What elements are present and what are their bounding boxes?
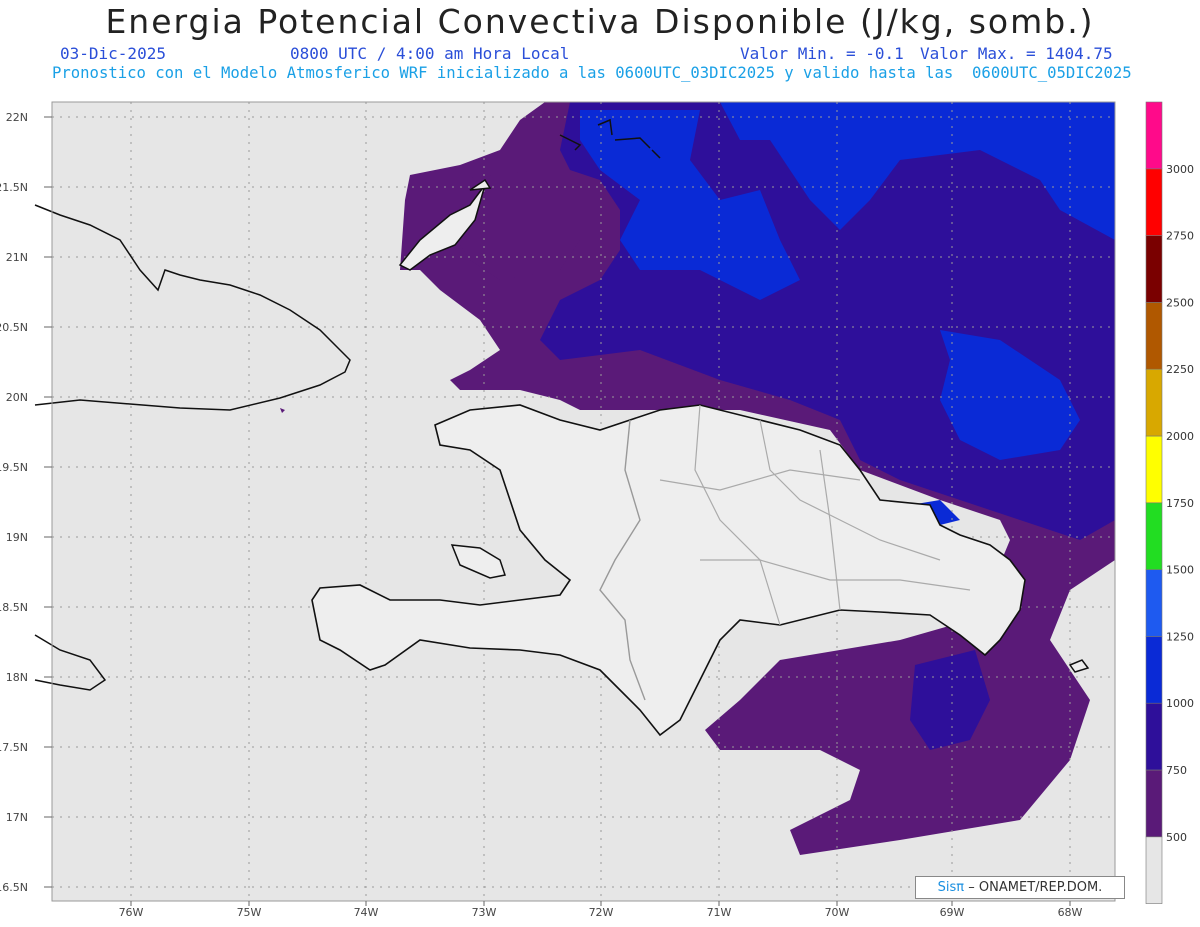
forecast-time: 0800 UTC / 4:00 am Hora Local [290,44,570,63]
colorbar-segment [1145,435,1163,504]
max-value: Valor Max. = 1404.75 [920,44,1113,63]
colorbar-label: 1250 [1166,630,1194,643]
colorbar-label: 1500 [1166,564,1194,577]
colorbar-segment [1145,636,1163,704]
colorbar-segment [1145,302,1163,370]
great-inagua-island [398,184,486,271]
lon-tick-label: 73W [472,906,497,919]
lon-tick-label: 76W [119,906,144,919]
colorbar-segment [1145,502,1163,570]
credit-text: – ONAMET/REP.DOM. [968,880,1103,895]
lon-tick-label: 70W [825,906,850,919]
lat-tick-label: 17.5N [0,741,28,754]
colorbar-label: 500 [1166,831,1187,844]
little-inagua-island [469,178,492,191]
province-border [659,469,861,491]
colorbar-label: 2750 [1166,230,1194,243]
lat-tick-label: 18N [6,671,28,684]
lon-tick-label: 72W [589,906,614,919]
colorbar-segment [1145,769,1163,838]
lat-tick-label: 17N [6,811,28,824]
cape-1000-1250-region-ne [720,102,1115,240]
cape-750-1000-south [910,650,990,750]
colorbar-label: 750 [1166,764,1187,777]
lat-tick-label: 20N [6,391,28,404]
province-border [759,419,941,561]
colorbar-segment [1145,836,1163,904]
lon-tick-label: 68W [1058,906,1083,919]
colorbar-segment [1145,235,1163,303]
colorbar-label: 2000 [1166,430,1194,443]
lat-tick-label: 20.5N [0,321,28,334]
colorbar-segment [1145,702,1163,771]
colorbar-label: 2500 [1166,296,1194,309]
lat-tick-label: 21.5N [0,181,28,194]
subtitle: Pronostico con el Modelo Atmosferico WRF… [52,64,1132,82]
haiti-dr-border [599,419,646,701]
province-border [700,559,971,591]
turks-caicos-islands [559,118,661,159]
hispaniola-coast [311,404,1026,737]
mona-island [1068,659,1090,673]
colorbar-label: 2250 [1166,363,1194,376]
lat-tick-label: 21N [6,251,28,264]
cape-speck [280,408,285,413]
province-border [819,449,841,611]
cape-1000-1250-region [580,110,800,300]
colorbar-label: 1000 [1166,697,1194,710]
lon-tick-label: 74W [354,906,379,919]
cape-500-750-patch-north [450,170,580,280]
map-title: Energia Potencial Convectiva Disponible … [105,2,1095,41]
province-border [694,404,781,626]
colorbar-segment [1145,168,1163,236]
lon-tick-label: 75W [237,906,262,919]
map-frame [51,101,1116,902]
colorbar-segment [1145,368,1163,437]
min-value: Valor Min. = -0.1 [740,44,904,63]
colorbar-segment [1145,101,1163,170]
colorbar-segment [1145,569,1163,637]
gonave-island [450,544,506,579]
credit-box: Sisπ – ONAMET/REP.DOM. [915,876,1125,899]
lat-tick-label: 16.5N [0,881,28,894]
sispi-logo-text: Sisπ [937,880,965,895]
lon-tick-label: 69W [940,906,965,919]
lon-tick-label: 71W [707,906,732,919]
cuba-south-coast [34,634,107,691]
colorbar-label: 1750 [1166,497,1194,510]
lat-tick-label: 22N [6,111,28,124]
lat-tick-label: 18.5N [0,601,28,614]
colorbar-label: 3000 [1166,163,1194,176]
cuba-coast [34,204,351,411]
forecast-date: 03-Dic-2025 [60,44,166,63]
lat-tick-label: 19.5N [0,461,28,474]
cape-1000-1250-region-east [940,330,1080,460]
lat-tick-label: 19N [6,531,28,544]
